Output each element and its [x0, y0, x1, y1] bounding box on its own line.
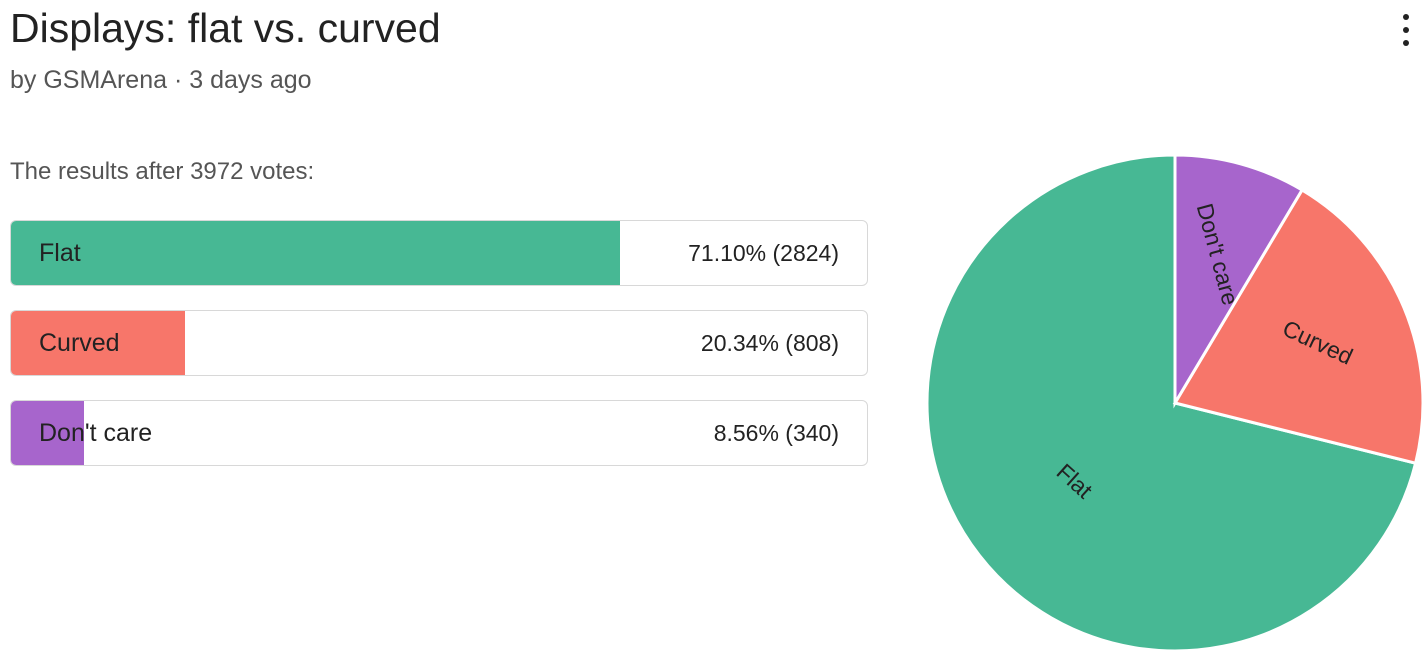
poll-result-row-curved: Curved 20.34% (808)	[10, 310, 868, 376]
poll-summary: The results after 3972 votes:	[10, 158, 315, 185]
result-value: 8.56% (340)	[713, 420, 839, 446]
result-value: 20.34% (808)	[700, 330, 839, 356]
result-bar-fill	[11, 401, 85, 465]
more-options-dot	[1403, 40, 1409, 46]
poll-results-list: Flat 71.10% (2824) Curved 20.34% (808) D…	[10, 220, 870, 490]
poll-result-row-dont-care: Don't care 8.56% (340)	[10, 400, 868, 466]
result-label: Don't care	[39, 419, 153, 447]
pie-slice-flat	[925, 153, 1418, 653]
poll-title: Displays: flat vs. curved	[10, 5, 441, 51]
pie-slice-curved	[1172, 187, 1424, 466]
result-bar-fill	[11, 221, 620, 285]
result-value: 71.10% (2824)	[688, 240, 839, 266]
poll-byline: by GSMArena · 3 days ago	[10, 66, 312, 94]
result-label: Curved	[39, 329, 120, 357]
pie-chart: Flat Curved Don't care	[920, 150, 1424, 656]
result-label: Flat	[39, 239, 81, 267]
poll-result-row-flat: Flat 71.10% (2824)	[10, 220, 868, 286]
result-bar-fill	[11, 311, 186, 375]
pie-slice-don-t-care	[1173, 153, 1305, 409]
more-options-dot	[1403, 14, 1409, 20]
more-options-icon[interactable]	[1396, 14, 1416, 46]
more-options-dot	[1403, 27, 1409, 33]
